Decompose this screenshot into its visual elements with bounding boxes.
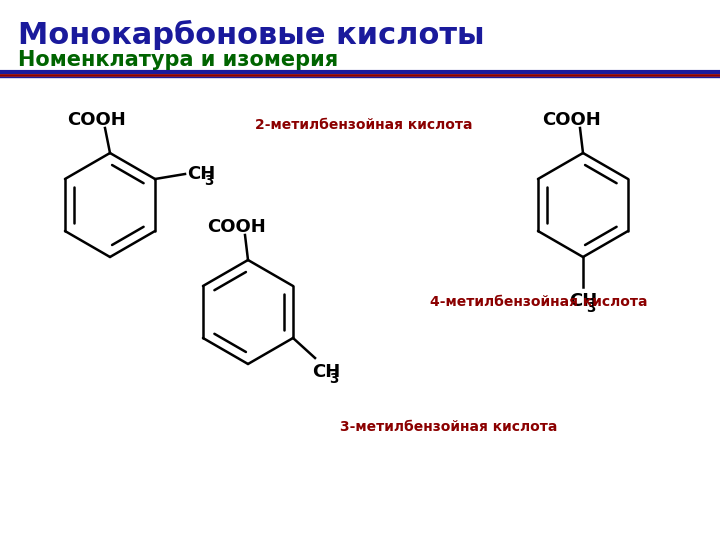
Text: Номенклатура и изомерия: Номенклатура и изомерия bbox=[18, 50, 338, 70]
Text: CH: CH bbox=[569, 292, 598, 310]
Text: CH: CH bbox=[312, 363, 341, 381]
Text: COOH: COOH bbox=[207, 218, 266, 236]
Text: 3: 3 bbox=[330, 372, 339, 386]
Text: CH: CH bbox=[187, 165, 215, 183]
Text: 3: 3 bbox=[587, 301, 596, 315]
Text: COOH: COOH bbox=[67, 111, 126, 129]
Text: 3: 3 bbox=[204, 174, 214, 188]
Text: 2-метилбензойная кислота: 2-метилбензойная кислота bbox=[255, 118, 472, 132]
Text: 4-метилбензойная кислота: 4-метилбензойная кислота bbox=[430, 295, 647, 309]
Text: Монокарбоновые кислоты: Монокарбоновые кислоты bbox=[18, 20, 485, 50]
Text: COOH: COOH bbox=[542, 111, 600, 129]
Text: 3-метилбензойная кислота: 3-метилбензойная кислота bbox=[340, 420, 557, 434]
